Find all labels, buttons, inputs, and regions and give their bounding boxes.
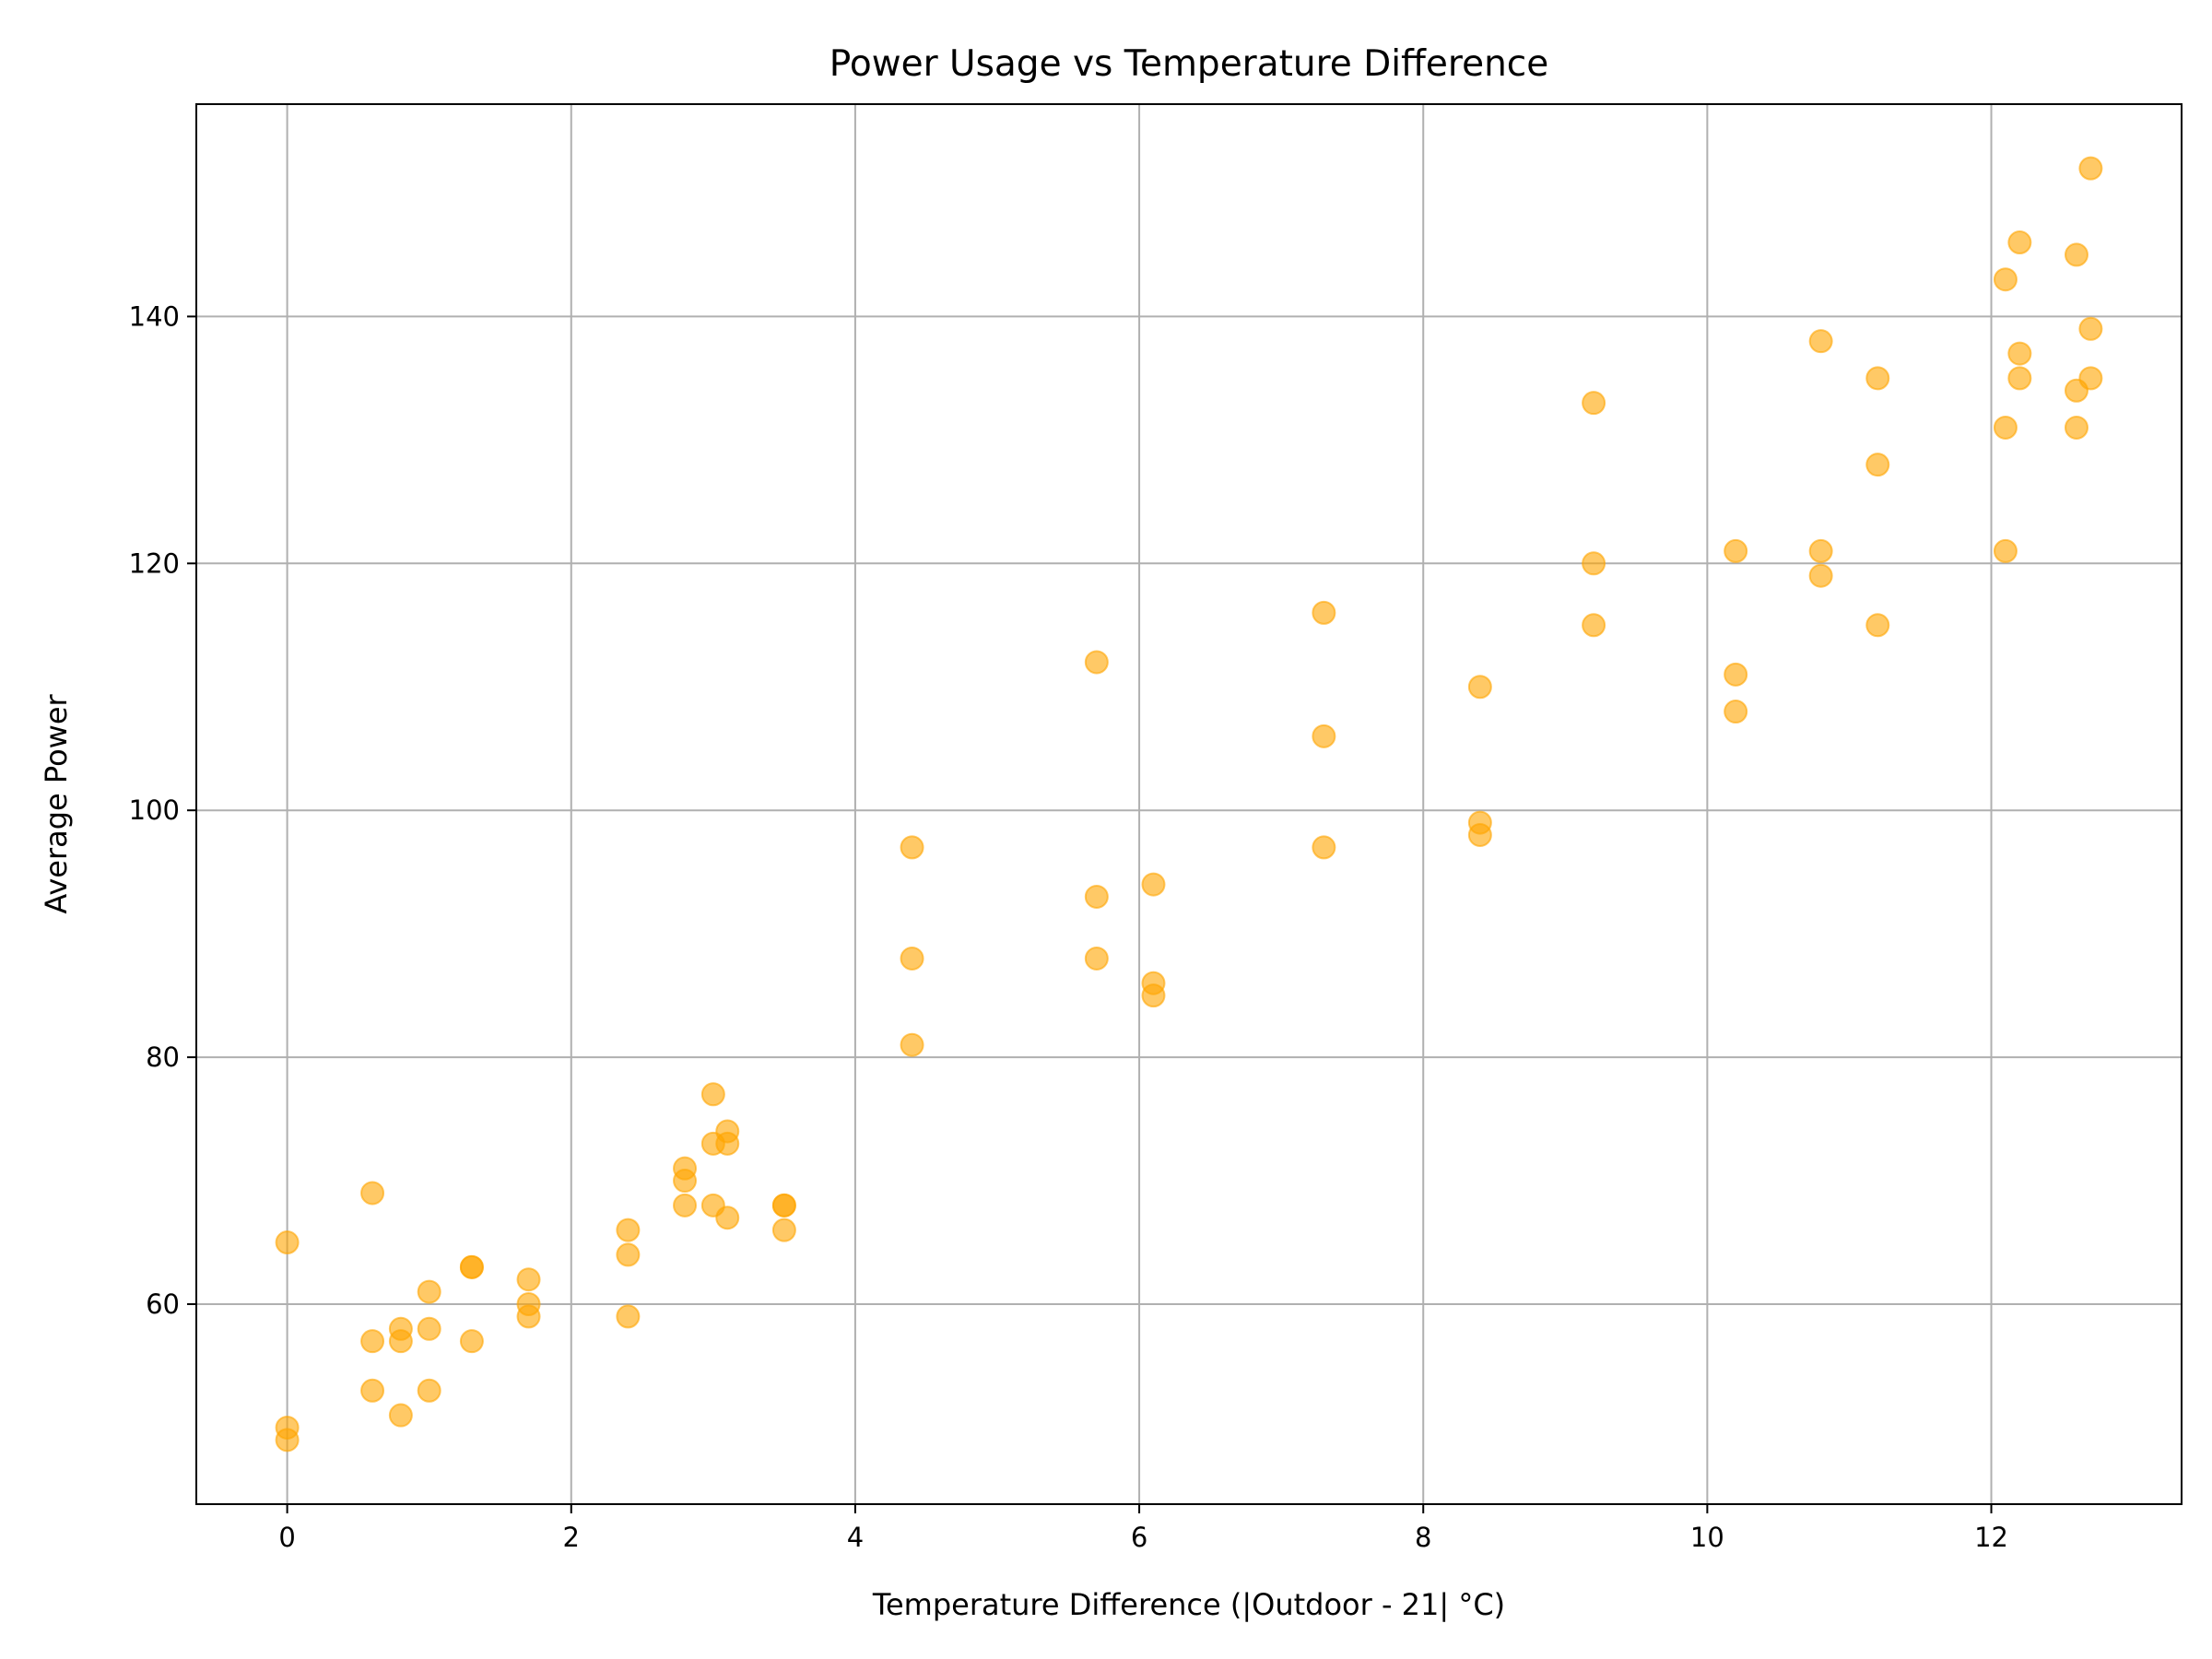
data-point bbox=[715, 1206, 740, 1230]
data-point bbox=[1582, 391, 1606, 416]
data-point bbox=[673, 1193, 698, 1218]
data-points bbox=[275, 156, 2103, 1453]
data-point bbox=[388, 1329, 413, 1354]
data-point bbox=[1141, 872, 1166, 897]
data-point bbox=[275, 1230, 300, 1255]
x-tick-label: 12 bbox=[1974, 1522, 2008, 1553]
y-tick-label: 120 bbox=[129, 547, 180, 579]
x-tick-label: 2 bbox=[563, 1522, 580, 1553]
x-axis-label: Temperature Difference (|Outdoor - 21| °… bbox=[872, 1587, 1505, 1622]
data-point bbox=[360, 1329, 385, 1354]
plot-frame bbox=[195, 103, 2183, 1505]
data-point bbox=[1865, 366, 1890, 391]
data-point bbox=[900, 946, 924, 971]
data-point bbox=[1993, 538, 2018, 563]
x-tick-label: 10 bbox=[1690, 1522, 1724, 1553]
data-point bbox=[900, 1032, 924, 1057]
data-point bbox=[1865, 613, 1890, 638]
data-point bbox=[771, 1218, 796, 1242]
y-tick-label: 80 bbox=[146, 1041, 180, 1073]
data-point bbox=[2078, 316, 2103, 341]
data-point bbox=[1084, 884, 1109, 909]
y-tick-label: 100 bbox=[129, 794, 180, 826]
data-point bbox=[1084, 946, 1109, 971]
data-point bbox=[1582, 551, 1606, 576]
y-tick-label: 140 bbox=[129, 300, 180, 332]
data-point bbox=[1724, 700, 1748, 724]
data-point bbox=[1312, 600, 1336, 625]
data-point bbox=[673, 1169, 698, 1194]
data-point bbox=[417, 1279, 441, 1304]
data-point bbox=[1865, 453, 1890, 477]
data-point bbox=[1724, 538, 1748, 563]
data-point bbox=[1993, 267, 2018, 292]
data-point bbox=[1993, 415, 2018, 440]
data-point bbox=[1312, 724, 1336, 748]
data-point bbox=[1084, 650, 1109, 675]
data-point bbox=[616, 1218, 641, 1242]
data-point bbox=[1467, 675, 1492, 700]
chart-title: Power Usage vs Temperature Difference bbox=[830, 43, 1549, 85]
data-point bbox=[616, 1242, 641, 1267]
data-point bbox=[771, 1193, 796, 1218]
data-point bbox=[2007, 230, 2032, 255]
data-point bbox=[2064, 415, 2088, 440]
data-point bbox=[1141, 983, 1166, 1008]
data-point bbox=[516, 1267, 541, 1292]
data-point bbox=[388, 1403, 413, 1428]
data-point bbox=[2007, 341, 2032, 366]
data-point bbox=[2078, 366, 2103, 391]
data-point bbox=[360, 1378, 385, 1403]
data-point bbox=[1467, 822, 1492, 847]
data-point bbox=[900, 835, 924, 860]
data-point bbox=[516, 1304, 541, 1329]
data-point bbox=[459, 1254, 484, 1279]
data-point bbox=[1808, 538, 1833, 563]
data-point bbox=[1312, 835, 1336, 860]
data-point bbox=[1808, 563, 1833, 588]
data-point bbox=[1724, 662, 1748, 687]
data-point bbox=[360, 1181, 385, 1206]
axis-ticks: 0 2 4 6 8 10 12 60 80 100 120 140 bbox=[129, 300, 2008, 1553]
data-point bbox=[616, 1304, 641, 1329]
x-tick-label: 6 bbox=[1131, 1522, 1147, 1553]
grid-lines bbox=[196, 104, 2182, 1504]
data-point bbox=[417, 1316, 441, 1341]
x-tick-label: 4 bbox=[847, 1522, 864, 1553]
data-point bbox=[417, 1378, 441, 1403]
data-point bbox=[1808, 329, 1833, 354]
data-point bbox=[2007, 366, 2032, 391]
data-point bbox=[2064, 242, 2088, 267]
x-tick-label: 0 bbox=[278, 1522, 295, 1553]
data-point bbox=[275, 1428, 300, 1453]
data-point bbox=[1582, 613, 1606, 638]
y-axis-label: Average Power bbox=[39, 693, 74, 913]
data-point bbox=[2078, 156, 2103, 181]
data-point bbox=[715, 1131, 740, 1156]
data-point bbox=[459, 1329, 484, 1354]
y-tick-label: 60 bbox=[146, 1288, 180, 1320]
data-point bbox=[700, 1082, 725, 1107]
x-tick-label: 8 bbox=[1415, 1522, 1431, 1553]
